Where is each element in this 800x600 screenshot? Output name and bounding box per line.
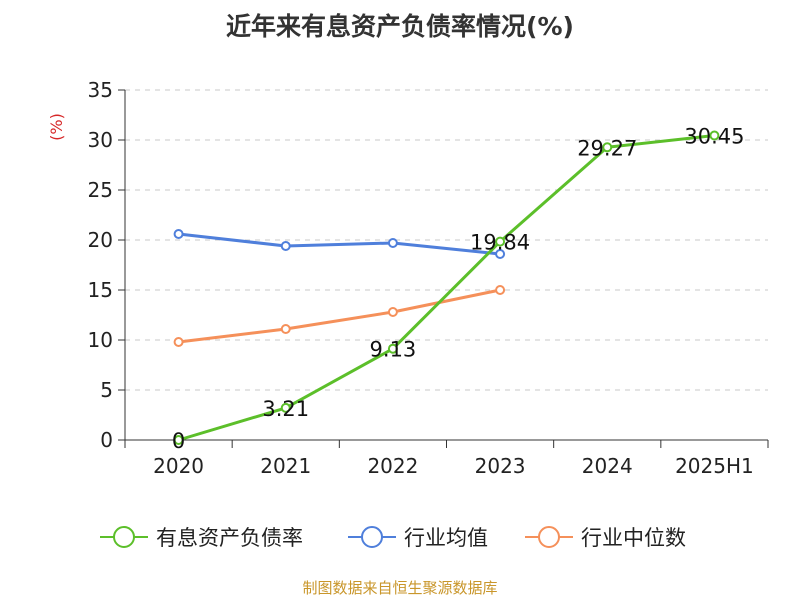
y-tick-label: 5 — [100, 378, 113, 402]
series-line — [178, 232, 501, 256]
data-point — [280, 402, 291, 413]
data-point — [495, 236, 506, 247]
data-point — [173, 435, 184, 445]
legend-item: 行业均值 — [348, 526, 488, 550]
data-point — [173, 337, 184, 347]
data-point — [173, 229, 184, 239]
x-tick-label: 2023 — [475, 454, 526, 478]
y-tick-label: 35 — [88, 78, 113, 102]
axes: 0 5 10 15 20 25 30 35 2020 2021 2022 2023 2024 2025H1 — [88, 78, 769, 478]
data-point — [602, 142, 613, 153]
x-tick-label: 2024 — [582, 454, 633, 478]
data-label: 29.27 — [577, 136, 637, 160]
y-tick-label: 30 — [88, 128, 113, 152]
data-point — [280, 324, 291, 334]
data-point — [280, 241, 291, 251]
x-tick-label: 2021 — [260, 454, 311, 478]
y-tick-label: 20 — [88, 228, 113, 252]
data-point — [495, 249, 506, 259]
legend-item: 行业中位数 — [525, 526, 686, 550]
legend-marker — [113, 526, 135, 548]
data-label: 9.13 — [370, 338, 417, 362]
legend-label: 行业中位数 — [581, 526, 686, 550]
legend-marker — [538, 526, 560, 548]
y-tick-label: 15 — [88, 278, 113, 302]
y-tick-label: 0 — [100, 428, 113, 452]
legend: 有息资产负债率 行业均值 行业中位数 — [100, 526, 686, 550]
series-line — [178, 134, 715, 442]
data-point — [495, 285, 506, 295]
x-tick-label: 2022 — [367, 454, 418, 478]
legend-marker — [361, 526, 383, 548]
source-footer: 制图数据来自恒生聚源数据库 — [302, 579, 497, 597]
data-point — [387, 238, 398, 248]
legend-label: 有息资产负债率 — [156, 526, 303, 550]
data-point — [387, 343, 398, 354]
grid-lines — [125, 89, 768, 391]
data-point — [709, 130, 720, 141]
y-tick-label: 25 — [88, 178, 113, 202]
y-axis-unit: (%) — [47, 113, 66, 141]
data-label: 19.84 — [470, 231, 530, 255]
x-tick-label: 2025H1 — [675, 454, 754, 478]
x-tick-label: 2020 — [153, 454, 204, 478]
series-line — [178, 288, 501, 344]
data-labels: 0 3.21 9.13 19.84 29.27 30.45 — [172, 125, 745, 454]
legend-item: 有息资产负债率 — [100, 526, 303, 550]
data-label: 30.45 — [684, 125, 744, 149]
data-label: 0 — [172, 429, 185, 453]
legend-label: 行业均值 — [404, 526, 488, 550]
data-label: 3.21 — [262, 397, 309, 421]
chart-title: 近年来有息资产负债率情况(%) — [226, 12, 574, 41]
y-tick-label: 10 — [88, 328, 113, 352]
series-lines — [173, 130, 720, 445]
data-point — [387, 307, 398, 317]
